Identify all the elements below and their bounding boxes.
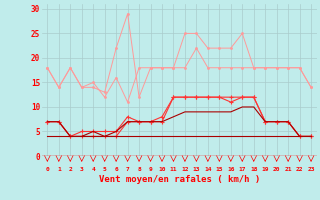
X-axis label: Vent moyen/en rafales ( km/h ): Vent moyen/en rafales ( km/h ) xyxy=(99,175,260,184)
